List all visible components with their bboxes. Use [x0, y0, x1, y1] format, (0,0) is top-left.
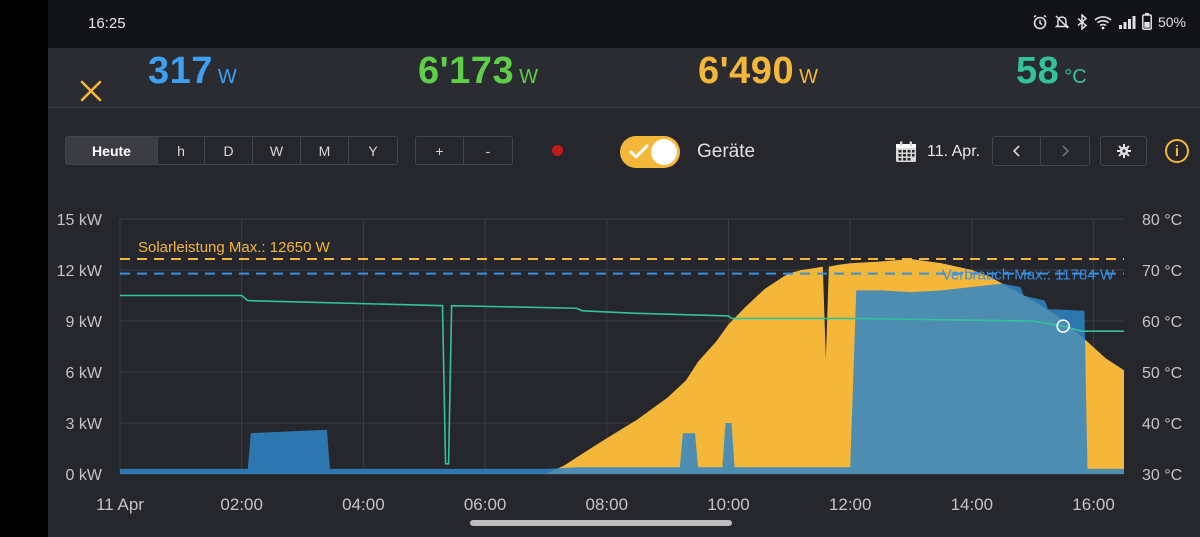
y-left-tick-label: 12 kW: [57, 263, 103, 280]
battery-icon: [1142, 13, 1152, 30]
metrics-header: 317 W 6'173 W 6'490 W 58 °C: [48, 48, 1200, 108]
y-left-tick-label: 15 kW: [57, 212, 103, 229]
battery-percent: 50%: [1157, 13, 1186, 30]
date-label[interactable]: 11. Apr.: [927, 143, 981, 160]
signal-icon: [1118, 14, 1136, 30]
period-button-year[interactable]: Y: [349, 137, 397, 164]
consumption-area: [120, 283, 1124, 474]
y-left-tick-label: 0 kW: [66, 467, 103, 484]
x-tick-label: 06:00: [464, 495, 507, 514]
zoom-out-button[interactable]: -: [464, 137, 512, 164]
x-tick-label: 10:00: [707, 495, 750, 514]
close-icon: [80, 80, 102, 102]
toolbar: Heute h D W M Y + - Geräte 11. Apr.: [48, 108, 1200, 194]
period-button-today[interactable]: Heute: [66, 137, 158, 164]
y-left-tick-label: 3 kW: [66, 416, 103, 433]
status-bar: 16:25 50%: [48, 0, 1200, 48]
metric-value: 58: [1016, 50, 1060, 92]
y-right-tick-label: 50 °C: [1142, 365, 1182, 382]
zoom-controls: + -: [415, 136, 513, 165]
metric-unit: °C: [1064, 66, 1087, 88]
alarm-icon: [1032, 14, 1048, 30]
status-time: 16:25: [88, 15, 126, 32]
info-button[interactable]: i: [1165, 139, 1189, 163]
x-tick-label: 12:00: [829, 495, 872, 514]
metric-value: 317: [148, 50, 213, 92]
y-right-tick-label: 80 °C: [1142, 212, 1182, 229]
temperature-metric: 58 °C: [1016, 50, 1087, 93]
chart-svg: Solarleistung Max.: 12650 W Verbrauch Max…: [57, 212, 1183, 514]
check-icon: [629, 144, 649, 159]
x-tick-label: 11 Apr: [96, 495, 144, 514]
period-button-hour[interactable]: h: [158, 137, 205, 164]
metric-value: 6'173: [418, 50, 515, 92]
y-left-tick-label: 9 kW: [66, 314, 103, 331]
consumption-metric: 6'173 W: [418, 50, 538, 93]
mute-icon: [1054, 14, 1070, 30]
x-tick-label: 08:00: [586, 495, 629, 514]
y-left-tick-label: 6 kW: [66, 365, 103, 382]
x-tick-label: 02:00: [220, 495, 263, 514]
metric-value: 6'490: [698, 50, 795, 92]
max-line-label: Solarleistung Max.: 12650 W: [138, 239, 331, 256]
period-button-week[interactable]: W: [253, 137, 301, 164]
toggle-knob: [651, 139, 677, 165]
y-right-tick-label: 60 °C: [1142, 314, 1182, 331]
chevron-right-icon: [1062, 145, 1070, 157]
y-right-tick-label: 30 °C: [1142, 467, 1182, 484]
period-button-month[interactable]: M: [301, 137, 349, 164]
x-tick-label: 16:00: [1072, 495, 1115, 514]
grid-power-metric: 317 W: [148, 50, 237, 93]
date-navigation: [992, 136, 1090, 166]
metric-unit: W: [519, 66, 538, 88]
x-tick-label: 04:00: [342, 495, 385, 514]
metric-unit: W: [217, 66, 237, 88]
solar-power-metric: 6'490 W: [698, 50, 818, 93]
gear-icon: [1116, 144, 1131, 158]
live-indicator-dot: [552, 145, 563, 156]
devices-toggle[interactable]: [620, 136, 680, 168]
wifi-icon: [1094, 14, 1112, 30]
calendar-icon[interactable]: [895, 141, 917, 168]
devices-toggle-label: Geräte: [697, 141, 756, 162]
period-selector: Heute h D W M Y: [65, 136, 398, 165]
period-button-day[interactable]: D: [205, 137, 253, 164]
app-screen: 16:25 50%: [48, 0, 1200, 537]
previous-day-button[interactable]: [993, 137, 1041, 165]
close-button[interactable]: [76, 76, 106, 106]
temperature-line: [120, 294, 1124, 465]
power-chart[interactable]: Solarleistung Max.: 12650 W Verbrauch Max…: [48, 194, 1200, 537]
cursor-marker: [1056, 319, 1070, 333]
max-line-label: Verbrauch Max.: 11784 W: [942, 267, 1115, 284]
metric-unit: W: [799, 66, 818, 88]
status-icons: 50%: [1032, 13, 1186, 30]
chevron-left-icon: [1012, 145, 1020, 157]
settings-button[interactable]: [1100, 136, 1147, 166]
next-day-button[interactable]: [1041, 137, 1089, 165]
y-right-tick-label: 70 °C: [1142, 263, 1182, 280]
bluetooth-icon: [1076, 13, 1088, 30]
y-right-tick-label: 40 °C: [1142, 416, 1182, 433]
zoom-in-button[interactable]: +: [416, 137, 464, 164]
x-tick-label: 14:00: [951, 495, 994, 514]
home-indicator[interactable]: [470, 520, 732, 526]
